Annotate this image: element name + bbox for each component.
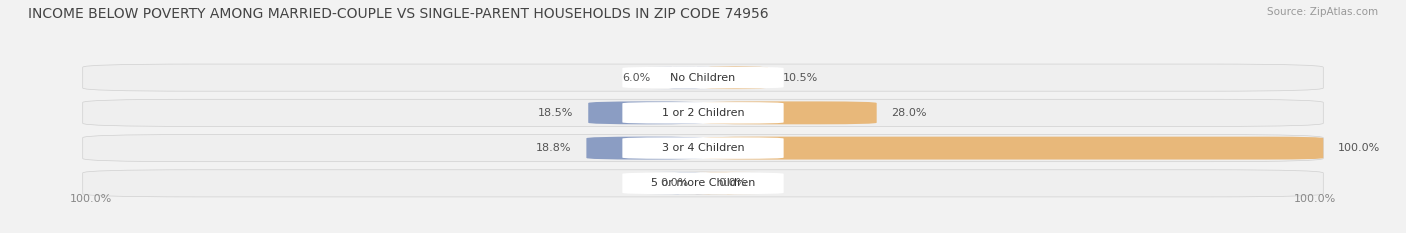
FancyBboxPatch shape — [623, 67, 783, 88]
Text: 18.8%: 18.8% — [536, 143, 571, 153]
FancyBboxPatch shape — [83, 170, 1323, 197]
FancyBboxPatch shape — [623, 173, 783, 194]
FancyBboxPatch shape — [647, 172, 728, 195]
Text: 6.0%: 6.0% — [623, 73, 651, 83]
Text: 100.0%: 100.0% — [70, 194, 112, 204]
FancyBboxPatch shape — [588, 101, 703, 124]
FancyBboxPatch shape — [83, 134, 1323, 162]
FancyBboxPatch shape — [586, 137, 703, 160]
FancyBboxPatch shape — [83, 99, 1323, 127]
Text: 1 or 2 Children: 1 or 2 Children — [662, 108, 744, 118]
Text: 0.0%: 0.0% — [718, 178, 747, 188]
FancyBboxPatch shape — [703, 101, 877, 124]
FancyBboxPatch shape — [83, 64, 1323, 91]
Text: 10.5%: 10.5% — [783, 73, 818, 83]
Text: No Children: No Children — [671, 73, 735, 83]
FancyBboxPatch shape — [623, 102, 783, 124]
Text: 0.0%: 0.0% — [659, 178, 688, 188]
Text: 28.0%: 28.0% — [891, 108, 927, 118]
Text: 100.0%: 100.0% — [1294, 194, 1336, 204]
FancyBboxPatch shape — [703, 66, 768, 89]
Text: 18.5%: 18.5% — [538, 108, 574, 118]
FancyBboxPatch shape — [703, 137, 1323, 160]
Text: 3 or 4 Children: 3 or 4 Children — [662, 143, 744, 153]
FancyBboxPatch shape — [678, 172, 759, 195]
Text: Source: ZipAtlas.com: Source: ZipAtlas.com — [1267, 7, 1378, 17]
Text: 5 or more Children: 5 or more Children — [651, 178, 755, 188]
Text: INCOME BELOW POVERTY AMONG MARRIED-COUPLE VS SINGLE-PARENT HOUSEHOLDS IN ZIP COD: INCOME BELOW POVERTY AMONG MARRIED-COUPL… — [28, 7, 769, 21]
FancyBboxPatch shape — [647, 66, 721, 89]
FancyBboxPatch shape — [623, 137, 783, 159]
Text: 100.0%: 100.0% — [1339, 143, 1381, 153]
